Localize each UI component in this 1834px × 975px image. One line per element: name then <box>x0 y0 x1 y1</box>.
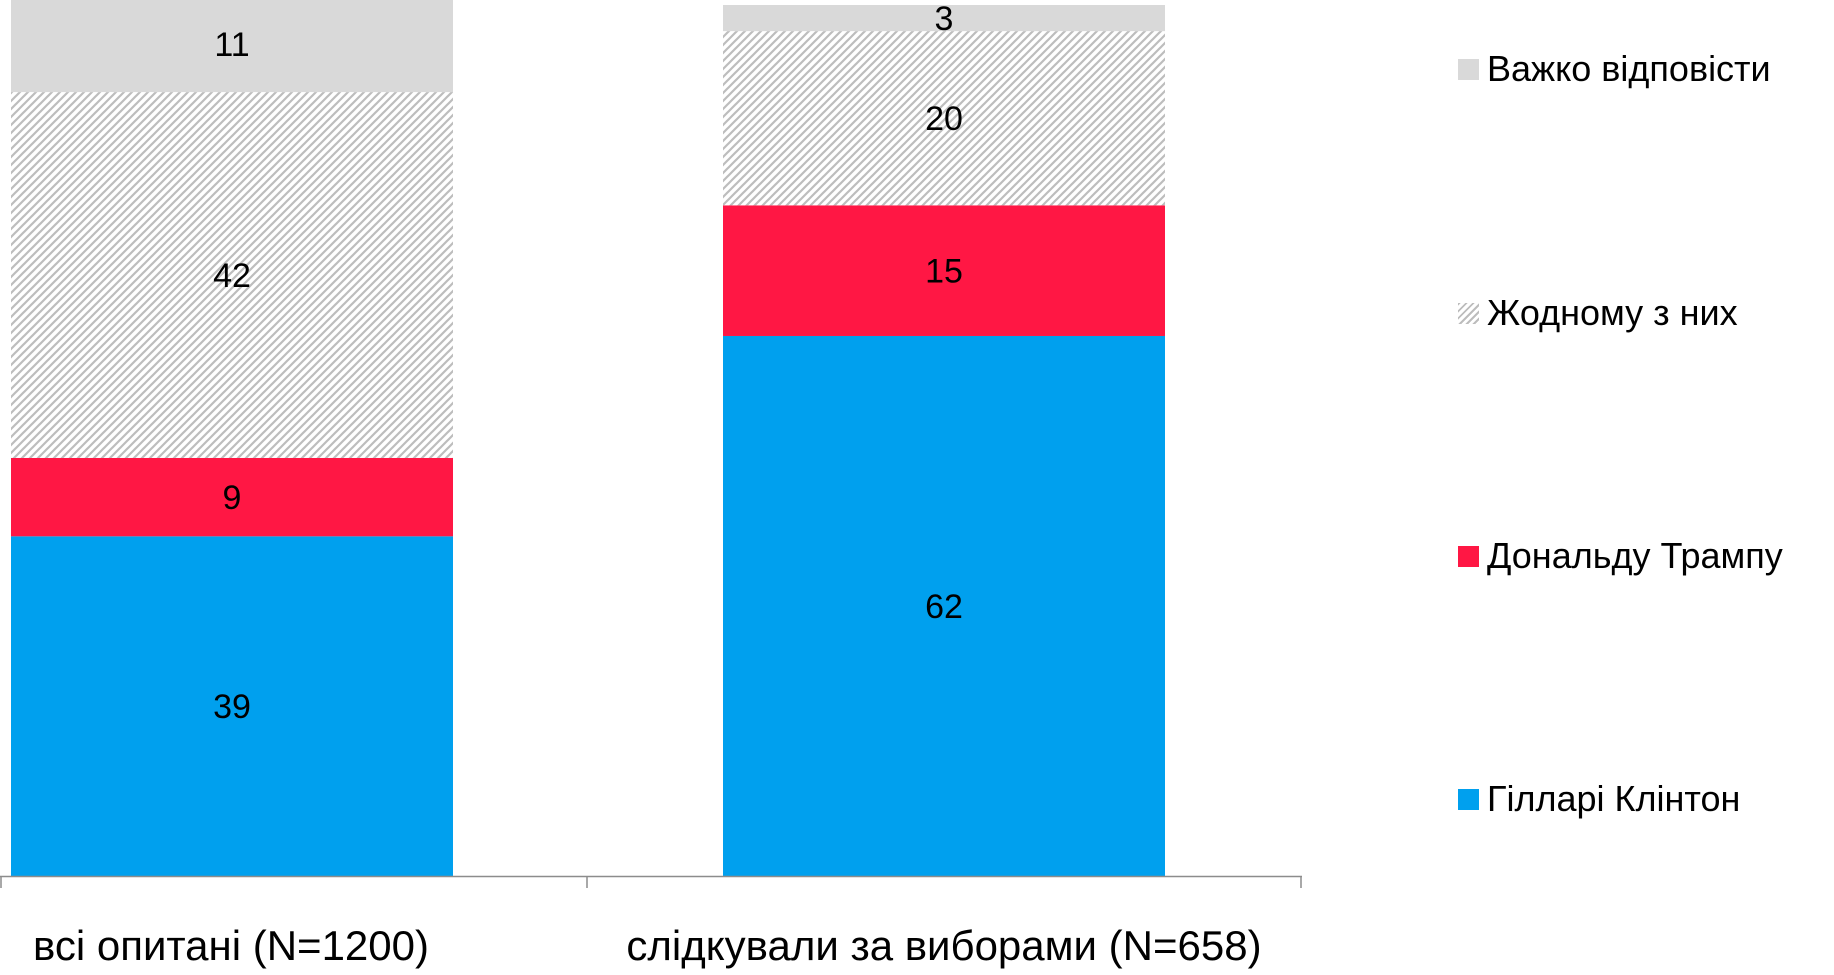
bar-segment-1-series-1 <box>11 536 453 876</box>
bar-segment-1-series-3 <box>11 92 453 458</box>
data-labels-group: 39 9 42 11 62 15 20 3 <box>213 0 963 726</box>
bar-segment-1-series-4 <box>11 0 453 93</box>
legend-item-2: Жодному з них <box>1458 292 1738 334</box>
data-label-1-series-3: 42 <box>213 257 251 295</box>
bar-segment-1-series-2 <box>11 457 453 537</box>
data-label-1-series-4: 11 <box>214 26 249 64</box>
bar-segment-2-series-3 <box>723 31 1165 206</box>
legend-swatch-3 <box>1458 545 1479 567</box>
data-label-1-series-2: 9 <box>223 479 242 517</box>
data-label-2-series-2: 15 <box>925 253 963 291</box>
legend-swatch-4 <box>1458 788 1479 810</box>
bar-segment-2-series-2 <box>723 205 1165 336</box>
legend-label-3: Дональду Трампу <box>1487 535 1783 576</box>
bar-segment-2-series-1 <box>723 335 1165 877</box>
legend-label-4: Гілларі Клінтон <box>1487 778 1741 819</box>
legend-label-1: Важко відповісти <box>1487 48 1771 89</box>
category-label-2: слідкували за виборами (N=658) <box>626 922 1261 969</box>
category-label-1: всі опитані (N=1200) <box>33 922 429 969</box>
data-label-2-series-3: 20 <box>925 100 963 138</box>
data-label-2-series-4: 3 <box>935 0 954 38</box>
legend: Важко відповісти Жодному з них Дональду Тр… <box>1458 0 1828 870</box>
bars-group <box>11 0 1165 877</box>
x-axis <box>0 875 1302 888</box>
legend-item-1: Важко відповісти <box>1458 48 1771 90</box>
legend-swatch-2 <box>1458 302 1479 324</box>
legend-item-3: Дональду Трампу <box>1458 535 1783 577</box>
legend-item-4: Гілларі Клінтон <box>1458 778 1740 820</box>
data-label-1-series-1: 39 <box>213 688 251 726</box>
legend-label-2: Жодному з них <box>1487 292 1738 333</box>
bar-segment-2-series-4 <box>723 5 1165 32</box>
category-labels-group: всі опитані (N=1200) слідкували за вибора… <box>33 922 1262 969</box>
legend-swatch-1 <box>1458 58 1479 80</box>
data-label-2-series-1: 62 <box>925 588 963 626</box>
